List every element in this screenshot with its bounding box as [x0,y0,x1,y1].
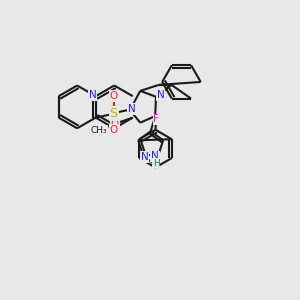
Text: N: N [157,90,164,100]
Text: H: H [153,159,159,168]
Text: N: N [151,152,159,161]
Text: F: F [154,114,159,124]
Text: S: S [110,106,118,120]
Text: N: N [89,90,97,100]
Text: N: N [128,104,135,114]
Text: N: N [141,152,148,162]
Text: O: O [111,118,119,128]
Text: O: O [110,91,118,101]
Text: CH₃: CH₃ [91,126,107,135]
Text: O: O [110,125,118,135]
